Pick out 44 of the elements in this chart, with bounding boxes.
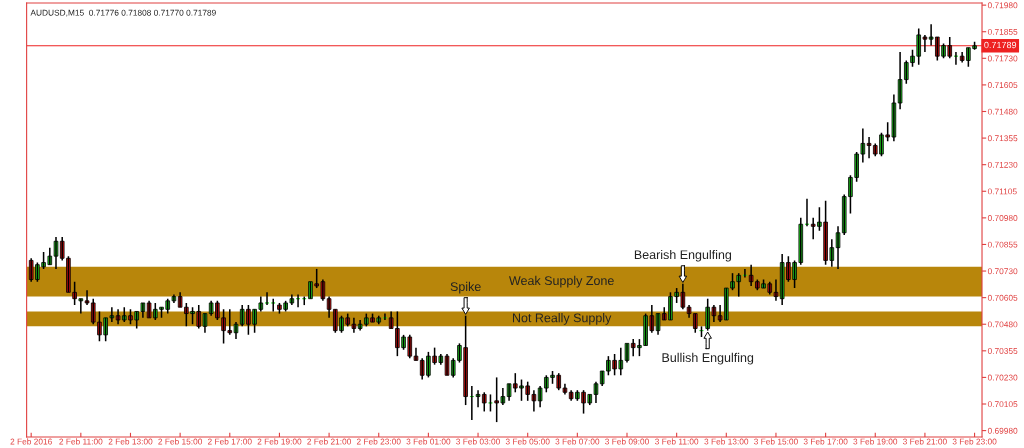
y-tick-label: 0.71980: [987, 2, 1018, 9]
y-tick-label: 0.70855: [987, 241, 1018, 248]
x-tick-label: 3 Feb 19:00: [853, 438, 898, 445]
x-tick-label: 3 Feb 11:00: [655, 438, 699, 445]
x-tick-label: 2 Feb 19:00: [257, 438, 302, 445]
annotation: Bullish Engulfing: [662, 352, 754, 365]
x-tick-label: 3 Feb 09:00: [605, 438, 649, 445]
ref-line-label: 0.71789: [984, 41, 1017, 49]
annotation: Spike: [450, 281, 481, 294]
x-tick-label: 3 Feb 05:00: [505, 438, 550, 445]
x-tick-label: 3 Feb 01:00: [406, 438, 451, 445]
y-tick-label: 0.70730: [987, 268, 1018, 275]
x-tick-label: 2 Feb 11:00: [59, 438, 103, 445]
x-tick-label: 3 Feb 21:00: [903, 438, 947, 445]
x-tick-label: 3 Feb 23:00: [952, 438, 997, 445]
y-tick-label: 0.71855: [987, 28, 1018, 35]
y-tick-label: 0.69980: [987, 427, 1018, 434]
x-tick-label: 2 Feb 15:00: [158, 438, 203, 445]
x-tick-label: 2 Feb 23:00: [356, 438, 401, 445]
y-tick-label: 0.71230: [987, 161, 1018, 168]
x-tick-label: 3 Feb 13:00: [704, 438, 749, 445]
y-tick-label: 0.71480: [987, 108, 1018, 115]
y-tick-label: 0.71355: [987, 135, 1018, 142]
y-tick-label: 0.71105: [987, 188, 1017, 195]
x-tick-label: 3 Feb 15:00: [754, 438, 798, 445]
x-tick-label: 3 Feb 07:00: [555, 438, 600, 445]
x-tick-label: 3 Feb 03:00: [456, 438, 500, 445]
y-tick-label: 0.70480: [987, 321, 1018, 328]
y-tick-label: 0.70105: [987, 401, 1018, 408]
x-tick-label: 2 Feb 13:00: [108, 438, 153, 445]
annotation: AUDUSD,M15 0.71776 0.71808 0.71770 0.71789: [30, 9, 216, 17]
y-tick-label: 0.71730: [987, 55, 1018, 62]
band-label: Not Really Supply: [512, 313, 612, 325]
y-tick-label: 0.70605: [987, 294, 1018, 301]
x-tick-label: 2 Feb 21:00: [307, 438, 351, 445]
annotation: Bearish Engulfing: [634, 249, 732, 262]
x-tick-label: 3 Feb 17:00: [803, 438, 848, 445]
x-tick-label: 2 Feb 2016: [10, 438, 52, 445]
y-tick-label: 0.70355: [987, 348, 1018, 354]
y-tick-label: 0.70980: [987, 215, 1018, 221]
band-label: Weak Supply Zone: [509, 275, 614, 288]
y-tick-label: 0.71605: [987, 82, 1018, 89]
y-tick-label: 0.70230: [987, 374, 1018, 381]
x-tick-label: 2 Feb 17:00: [207, 438, 252, 445]
